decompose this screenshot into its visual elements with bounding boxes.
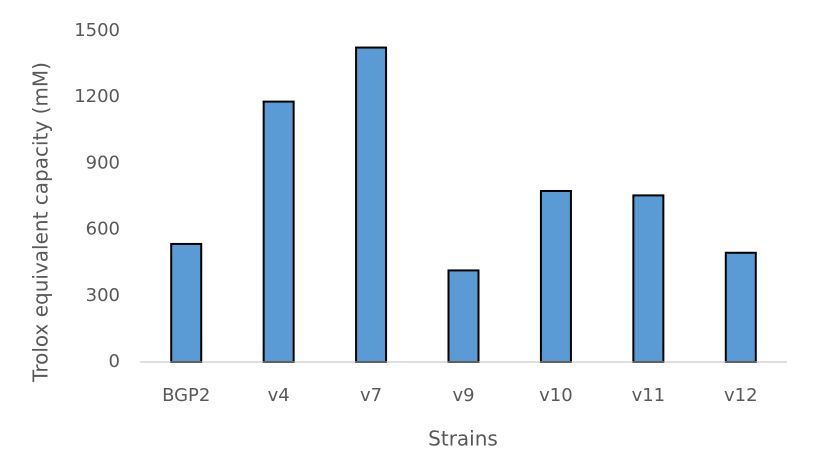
y-tick-label: 300: [86, 285, 120, 306]
bar: [539, 189, 572, 363]
x-tick-label: v10: [539, 385, 573, 406]
bar: [262, 100, 295, 363]
x-tick-label: v7: [360, 385, 382, 406]
x-tick-label: v11: [632, 385, 666, 406]
y-tick-label: 1500: [74, 20, 120, 41]
bar: [447, 269, 480, 364]
y-axis-title: Trolox equivalent capacity (mM): [29, 62, 53, 383]
y-tick-label: 1200: [74, 86, 120, 107]
bar: [170, 242, 203, 363]
y-tick-label: 0: [109, 351, 120, 372]
y-tick-label: 900: [86, 152, 120, 173]
x-tick-label: v12: [724, 385, 758, 406]
x-tick-label: v4: [268, 385, 290, 406]
x-tick-label: v9: [452, 385, 474, 406]
bar: [724, 251, 757, 364]
x-tick-label: BGP2: [162, 385, 210, 406]
y-tick-label: 600: [86, 219, 120, 240]
x-axis-title: Strains: [428, 427, 498, 451]
bar: [632, 194, 665, 363]
bar: [355, 46, 388, 364]
